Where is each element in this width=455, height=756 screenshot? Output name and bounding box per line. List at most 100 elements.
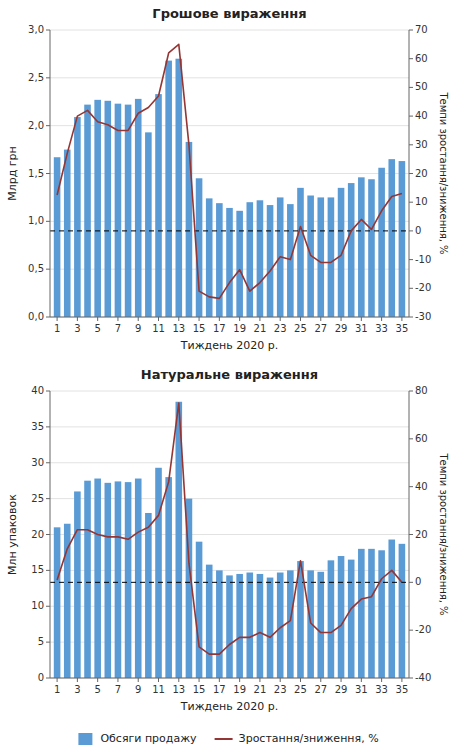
x-tick bbox=[280, 678, 281, 682]
grid-line bbox=[50, 678, 409, 679]
x-tick bbox=[117, 678, 118, 682]
y2-tick-label: 60 bbox=[415, 53, 428, 64]
x-tick-label: 17 bbox=[213, 684, 226, 695]
y2-tick-label: 10 bbox=[415, 196, 428, 207]
grid-line bbox=[50, 426, 409, 427]
x-tick-label: 1 bbox=[54, 323, 60, 334]
y-tick bbox=[46, 221, 50, 222]
x-tick bbox=[158, 317, 159, 321]
bar bbox=[206, 198, 213, 317]
bar bbox=[297, 188, 304, 317]
x-tick-label: 15 bbox=[193, 323, 206, 334]
y2-tick-label: -40 bbox=[415, 672, 431, 683]
x-tick bbox=[280, 317, 281, 321]
x-axis-label: Тиждень 2020 р. bbox=[180, 339, 278, 352]
bar bbox=[267, 205, 274, 317]
x-axis-label: Тиждень 2020 р. bbox=[180, 700, 278, 713]
y2-tick bbox=[409, 678, 413, 679]
bar bbox=[378, 550, 385, 678]
grid-line bbox=[50, 125, 409, 126]
x-tick-label: 9 bbox=[135, 684, 141, 695]
bar bbox=[368, 549, 375, 678]
y2-tick bbox=[409, 582, 413, 583]
x-tick-label: 33 bbox=[375, 323, 388, 334]
bar bbox=[236, 211, 243, 317]
bar bbox=[226, 208, 233, 317]
bar bbox=[226, 575, 233, 678]
y-tick-label: 15 bbox=[31, 564, 44, 575]
bar bbox=[399, 544, 406, 678]
bar bbox=[74, 117, 81, 317]
x-tick-label: 25 bbox=[294, 323, 307, 334]
x-tick bbox=[97, 678, 98, 682]
x-tick-label: 33 bbox=[375, 684, 388, 695]
legend-item: Зростання/зниження, % bbox=[215, 732, 379, 745]
bar bbox=[155, 94, 162, 317]
bar bbox=[105, 483, 112, 678]
y2-tick-label: 50 bbox=[415, 81, 428, 92]
y-tick bbox=[46, 317, 50, 318]
legend: Обсяги продажу Зростання/зниження, % bbox=[78, 732, 378, 745]
y2-axis-label: Темпи зростання/зниження, % bbox=[438, 452, 449, 615]
x-tick-label: 5 bbox=[94, 323, 100, 334]
y-tick-label: 35 bbox=[31, 421, 44, 432]
x-tick-label: 13 bbox=[172, 684, 185, 695]
grid-line bbox=[50, 77, 409, 78]
bar bbox=[317, 197, 324, 317]
x-tick-label: 9 bbox=[135, 323, 141, 334]
y-tick bbox=[46, 678, 50, 679]
y-axis-label: Млн упаковок bbox=[6, 494, 19, 575]
bar bbox=[206, 565, 213, 678]
line bbox=[57, 44, 402, 298]
y-tick-label: 2,0 bbox=[28, 120, 44, 131]
y-tick bbox=[46, 498, 50, 499]
bar bbox=[145, 513, 152, 678]
legend-label: Обсяги продажу bbox=[100, 732, 197, 745]
y-tick bbox=[46, 173, 50, 174]
x-tick bbox=[320, 317, 321, 321]
chart-panel: Грошове вираження0,00,51,01,52,02,53,0-3… bbox=[6, 6, 449, 352]
y2-tick bbox=[409, 116, 413, 117]
x-tick bbox=[199, 678, 200, 682]
y-tick bbox=[46, 77, 50, 78]
x-tick bbox=[381, 317, 382, 321]
x-tick bbox=[138, 678, 139, 682]
y2-tick bbox=[409, 486, 413, 487]
x-tick bbox=[320, 678, 321, 682]
y-tick-label: 2,5 bbox=[28, 72, 44, 83]
y2-tick bbox=[409, 87, 413, 88]
bar bbox=[94, 100, 101, 317]
chart-panel: Натуральне вираження0510152025303540-40-… bbox=[6, 367, 449, 713]
y2-tick bbox=[409, 288, 413, 289]
x-axis-line bbox=[50, 317, 409, 318]
y-tick-label: 20 bbox=[31, 529, 44, 540]
bar bbox=[348, 183, 355, 317]
legend-swatch bbox=[78, 733, 92, 745]
bar bbox=[328, 560, 335, 678]
bar bbox=[328, 197, 335, 317]
bar bbox=[105, 101, 112, 317]
x-tick-label: 31 bbox=[355, 323, 368, 334]
bar bbox=[338, 556, 345, 678]
grid-line bbox=[50, 570, 409, 571]
y2-tick-label: -20 bbox=[415, 282, 431, 293]
x-axis-line bbox=[50, 678, 409, 679]
y2-tick bbox=[409, 438, 413, 439]
bar bbox=[378, 168, 385, 317]
x-tick bbox=[259, 317, 260, 321]
x-tick-label: 27 bbox=[314, 684, 327, 695]
bar bbox=[54, 527, 61, 678]
x-tick-label: 21 bbox=[254, 323, 267, 334]
y-tick bbox=[46, 606, 50, 607]
x-tick bbox=[219, 678, 220, 682]
x-tick-label: 7 bbox=[115, 323, 121, 334]
y-tick-label: 0,5 bbox=[28, 263, 44, 274]
y2-tick-label: 60 bbox=[415, 433, 428, 444]
bar bbox=[125, 482, 132, 678]
x-tick-label: 23 bbox=[274, 323, 287, 334]
y2-tick bbox=[409, 230, 413, 231]
y2-tick-label: -20 bbox=[415, 624, 431, 635]
bar bbox=[125, 105, 132, 317]
y2-axis-label: Темпи зростання/зниження, % bbox=[438, 91, 449, 254]
x-tick bbox=[300, 678, 301, 682]
